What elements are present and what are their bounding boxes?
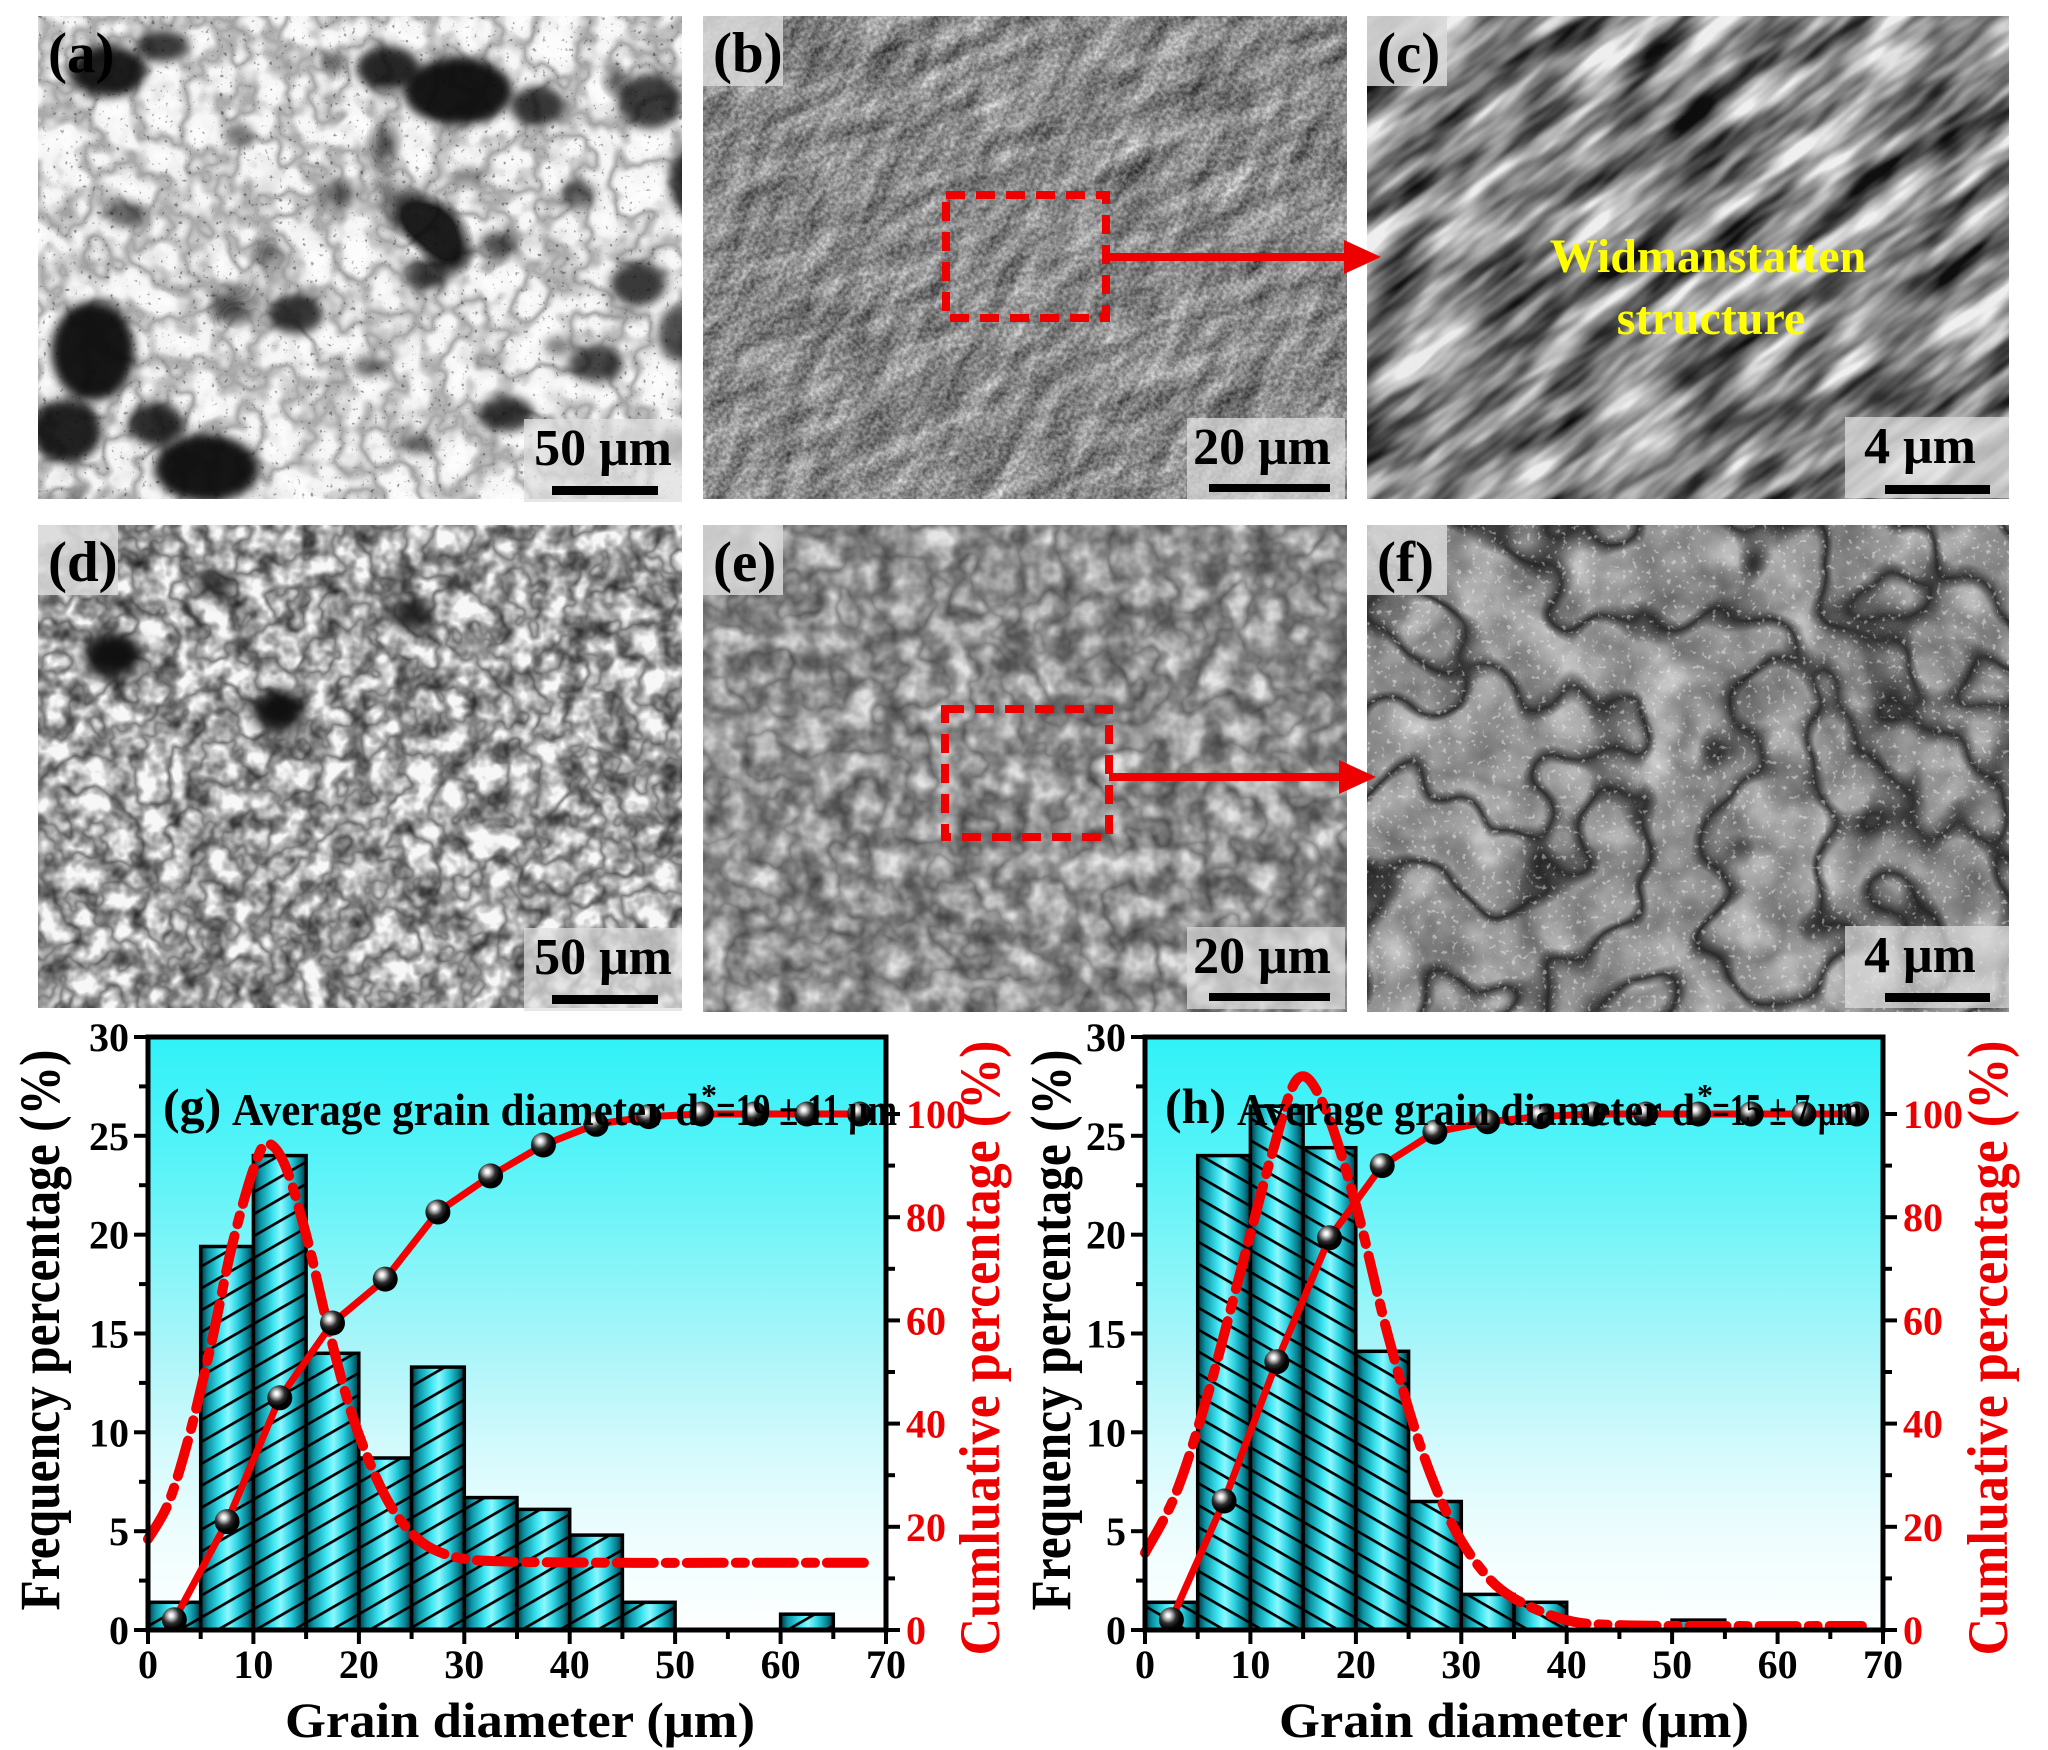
svg-text:10: 10	[89, 1410, 129, 1455]
svg-text:Grain diameter (μm): Grain diameter (μm)	[285, 1692, 755, 1748]
svg-text:60: 60	[761, 1642, 801, 1687]
svg-text:*: *	[701, 1077, 717, 1113]
svg-text:0: 0	[1903, 1608, 1923, 1653]
svg-text:0: 0	[1106, 1608, 1126, 1653]
svg-text:70: 70	[866, 1642, 906, 1687]
svg-text:70: 70	[1863, 1642, 1903, 1687]
svg-text:Widmanstatten: Widmanstatten	[1550, 230, 1866, 283]
svg-text:40: 40	[906, 1402, 946, 1447]
svg-text:Cumluative percentage (%): Cumluative percentage (%)	[1957, 1041, 2020, 1656]
svg-text:20: 20	[1086, 1213, 1126, 1258]
svg-text:structure: structure	[1617, 292, 1805, 345]
svg-text:15: 15	[1086, 1312, 1126, 1357]
svg-text:0: 0	[109, 1608, 129, 1653]
svg-text:40: 40	[1903, 1402, 1943, 1447]
svg-text:5: 5	[109, 1509, 129, 1554]
svg-text:25: 25	[89, 1114, 129, 1159]
svg-text:20: 20	[906, 1505, 946, 1550]
svg-text:30: 30	[1441, 1642, 1481, 1687]
svg-text:30: 30	[444, 1642, 484, 1687]
svg-text:60: 60	[906, 1298, 946, 1343]
svg-text:Frequency percentage (%): Frequency percentage (%)	[1024, 1050, 1083, 1611]
svg-text:0: 0	[906, 1608, 926, 1653]
svg-text:60: 60	[1903, 1298, 1943, 1343]
svg-text:30: 30	[1086, 1015, 1126, 1060]
svg-text:0: 0	[138, 1642, 158, 1687]
svg-text:25: 25	[1086, 1114, 1126, 1159]
svg-text:50: 50	[1652, 1642, 1692, 1687]
svg-text:100: 100	[1903, 1092, 1963, 1137]
svg-text:20: 20	[89, 1213, 129, 1258]
svg-text:50: 50	[655, 1642, 695, 1687]
svg-text:100: 100	[906, 1092, 966, 1137]
svg-text:5: 5	[1106, 1509, 1126, 1554]
svg-text:15: 15	[89, 1312, 129, 1357]
svg-text:20: 20	[1336, 1642, 1376, 1687]
svg-text:Average grain diameter d: Average grain diameter d	[1237, 1084, 1695, 1135]
svg-text:10: 10	[1230, 1642, 1270, 1687]
svg-text:Cumluative percentage (%): Cumluative percentage (%)	[949, 1041, 1012, 1656]
svg-text:=19 ± 11 μm: =19 ± 11 μm	[716, 1084, 897, 1135]
svg-text:(g): (g)	[163, 1078, 221, 1134]
svg-text:40: 40	[550, 1642, 590, 1687]
svg-text:80: 80	[1903, 1195, 1943, 1240]
svg-text:40: 40	[1547, 1642, 1587, 1687]
svg-text:(h): (h)	[1165, 1078, 1226, 1134]
svg-text:*: *	[1697, 1077, 1713, 1113]
svg-text:80: 80	[906, 1195, 946, 1240]
svg-text:0: 0	[1135, 1642, 1155, 1687]
svg-text:10: 10	[233, 1642, 273, 1687]
svg-text:20: 20	[1903, 1505, 1943, 1550]
svg-text:30: 30	[89, 1015, 129, 1060]
svg-text:Frequency percentage (%): Frequency percentage (%)	[9, 1050, 72, 1611]
svg-text:20: 20	[339, 1642, 379, 1687]
svg-text:60: 60	[1758, 1642, 1798, 1687]
svg-text:Average grain diameter d: Average grain diameter d	[232, 1084, 699, 1135]
svg-text:10: 10	[1086, 1410, 1126, 1455]
svg-text:=15 ± 7 μm: =15 ± 7 μm	[1712, 1084, 1862, 1135]
svg-text:Grain diameter (μm): Grain diameter (μm)	[1279, 1692, 1749, 1748]
